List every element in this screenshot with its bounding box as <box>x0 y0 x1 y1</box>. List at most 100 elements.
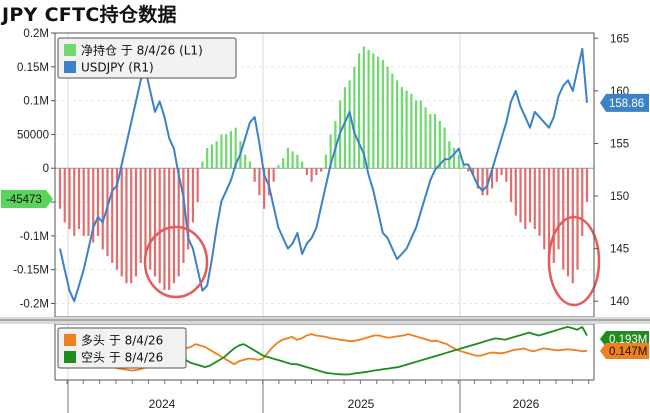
net-position-bar-7 <box>92 168 95 243</box>
net-position-bar-78 <box>429 114 432 169</box>
right-callout-marker-1 <box>600 93 649 112</box>
net-position-bar-0 <box>58 168 62 209</box>
net-position-bar-46 <box>277 164 280 169</box>
left-tick-label-0: 0.2M <box>23 28 49 40</box>
net-position-bar-90 <box>486 168 489 196</box>
net-position-bar-20 <box>153 168 157 277</box>
left-tick-label-8: -0.2M <box>20 298 49 310</box>
net-position-bar-106 <box>562 168 565 270</box>
net-position-bar-30 <box>201 161 204 169</box>
net-position-bar-94 <box>505 168 508 182</box>
net-position-bar-32 <box>210 144 214 169</box>
net-position-bar-68 <box>381 60 384 169</box>
net-position-bar-73 <box>405 90 408 169</box>
net-position-bar-55 <box>320 168 323 172</box>
net-position-bar-58 <box>334 120 337 169</box>
left-tick-label-4: 0 <box>43 163 49 175</box>
net-position-bar-74 <box>410 93 413 169</box>
net-position-bar-110 <box>581 168 584 236</box>
right-tick-label-4: 145 <box>610 244 629 256</box>
left-callout-marker-0 <box>1 189 53 208</box>
bottom-legend-box <box>57 327 187 369</box>
net-position-bar-61 <box>348 80 351 169</box>
highlight-circle-2026 <box>547 215 601 307</box>
net-position-bar-37 <box>234 127 237 169</box>
x-axis-label-2025: 2025 <box>348 397 375 411</box>
net-position-bar-16 <box>134 168 138 277</box>
highlight-circle-2024 <box>143 225 209 299</box>
net-position-bar-1 <box>63 168 66 223</box>
net-position-bar-88 <box>476 168 479 189</box>
net-position-bar-26 <box>182 168 185 263</box>
net-position-bar-9 <box>101 168 104 250</box>
net-position-bar-95 <box>509 168 513 203</box>
net-position-bar-57 <box>329 134 332 169</box>
net-position-bar-47 <box>282 158 285 169</box>
net-position-bar-3 <box>73 168 76 236</box>
x-axis-label-2024: 2024 <box>149 397 176 411</box>
net-position-bar-77 <box>424 107 427 169</box>
net-position-bar-72 <box>400 87 403 169</box>
net-position-bar-75 <box>414 100 418 169</box>
net-position-bar-4 <box>77 168 81 230</box>
net-position-bar-80 <box>438 120 441 169</box>
net-position-bar-36 <box>229 131 233 169</box>
net-position-bar-17 <box>139 168 142 263</box>
net-position-bar-104 <box>552 168 555 263</box>
net-position-bar-99 <box>528 168 532 223</box>
net-position-bar-89 <box>481 168 484 196</box>
top-legend-swatch-0 <box>64 44 76 56</box>
net-position-bar-10 <box>106 168 109 257</box>
top-legend-swatch-1 <box>64 61 76 73</box>
net-position-bar-34 <box>220 134 223 169</box>
net-position-bar-40 <box>248 161 252 169</box>
net-position-bar-69 <box>386 66 389 169</box>
bottom-legend-swatch-0 <box>64 334 76 346</box>
net-position-bar-51 <box>301 161 304 169</box>
net-position-bar-60 <box>343 87 346 169</box>
net-position-bar-41 <box>253 168 256 182</box>
net-position-bar-83 <box>452 147 456 169</box>
net-position-bar-45 <box>272 168 275 182</box>
net-position-bar-103 <box>547 168 551 257</box>
net-position-bar-48 <box>286 147 289 169</box>
net-position-bar-44 <box>267 168 271 196</box>
net-position-bar-19 <box>149 168 152 270</box>
net-position-bar-21 <box>158 168 161 284</box>
right-tick-label-5: 140 <box>610 296 629 308</box>
net-position-bar-98 <box>524 168 527 230</box>
net-position-bar-70 <box>391 73 394 169</box>
net-position-bar-92 <box>495 168 498 182</box>
net-position-bar-24 <box>172 168 176 284</box>
net-position-bar-97 <box>519 168 522 223</box>
net-position-bar-64 <box>362 46 365 169</box>
net-position-bar-86 <box>467 168 470 172</box>
net-position-bar-2 <box>68 168 71 230</box>
net-position-bar-43 <box>263 168 266 209</box>
top-legend-label-1: USDJPY (R1) <box>81 61 154 75</box>
net-position-bar-100 <box>533 168 536 230</box>
net-position-bar-65 <box>367 49 370 169</box>
net-position-bar-35 <box>225 134 228 169</box>
net-position-bar-39 <box>244 154 247 169</box>
net-position-bar-53 <box>310 168 313 182</box>
net-position-bar-109 <box>576 168 579 270</box>
net-position-bar-8 <box>96 168 100 236</box>
net-position-bar-42 <box>258 168 261 196</box>
net-position-bar-62 <box>353 66 356 169</box>
net-position-bar-12 <box>115 168 119 270</box>
net-position-bar-79 <box>433 114 437 169</box>
net-position-bar-56 <box>324 154 327 169</box>
bottom-callout-marker-1 <box>600 343 649 359</box>
net-position-bar-25 <box>177 168 180 277</box>
net-position-bar-85 <box>462 164 465 169</box>
chart-title: JPY CFTC持仓数据 <box>2 4 177 26</box>
left-tick-label-6: -0.1M <box>20 231 49 243</box>
net-position-bar-33 <box>215 141 218 169</box>
right-tick-label-0: 165 <box>610 33 629 45</box>
net-position-bar-52 <box>305 168 308 175</box>
bottom-legend-swatch-1 <box>64 351 76 363</box>
right-tick-label-2: 155 <box>610 138 629 150</box>
net-position-bar-54 <box>315 168 318 175</box>
net-position-bar-111 <box>585 168 589 203</box>
